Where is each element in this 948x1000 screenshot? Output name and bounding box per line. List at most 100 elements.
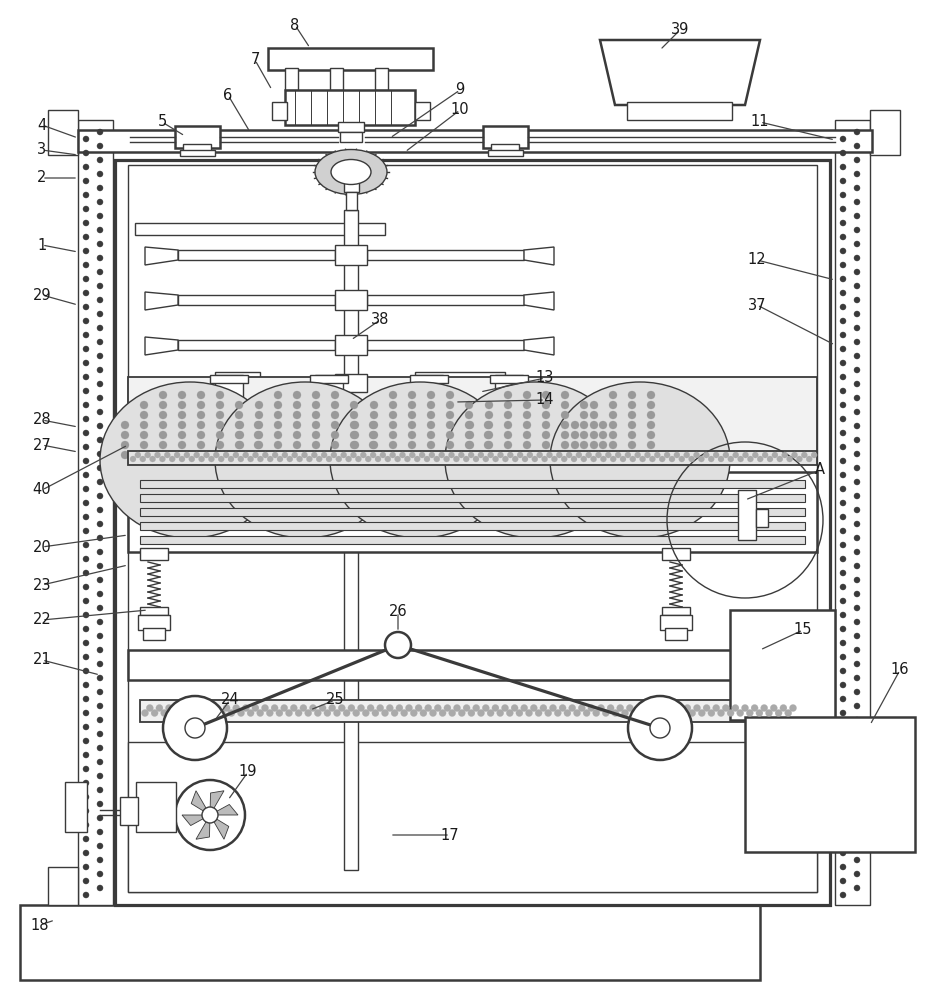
- Circle shape: [628, 441, 636, 449]
- Circle shape: [635, 452, 641, 458]
- Circle shape: [628, 401, 636, 409]
- Bar: [215, 372, 260, 380]
- Circle shape: [556, 452, 562, 458]
- Circle shape: [854, 269, 860, 275]
- Circle shape: [628, 411, 636, 419]
- Circle shape: [97, 507, 103, 513]
- Text: 1: 1: [37, 237, 46, 252]
- Bar: [410, 375, 448, 383]
- Circle shape: [392, 710, 398, 716]
- Bar: [115, 160, 830, 905]
- Circle shape: [97, 745, 103, 751]
- Bar: [180, 150, 215, 156]
- Circle shape: [694, 452, 700, 458]
- Circle shape: [351, 421, 359, 429]
- Circle shape: [840, 304, 846, 310]
- Circle shape: [776, 456, 783, 462]
- Circle shape: [331, 391, 339, 399]
- Circle shape: [609, 411, 617, 419]
- Circle shape: [83, 724, 89, 730]
- Circle shape: [179, 456, 185, 462]
- Circle shape: [840, 150, 846, 156]
- Circle shape: [293, 411, 301, 419]
- Circle shape: [840, 276, 846, 282]
- Circle shape: [83, 626, 89, 632]
- Circle shape: [140, 411, 148, 419]
- Text: A: A: [815, 462, 825, 478]
- Circle shape: [840, 164, 846, 170]
- Circle shape: [485, 431, 493, 439]
- Polygon shape: [196, 815, 210, 839]
- Circle shape: [854, 311, 860, 317]
- Circle shape: [427, 401, 435, 409]
- Circle shape: [669, 456, 675, 462]
- Circle shape: [199, 710, 206, 716]
- Circle shape: [854, 829, 860, 835]
- Circle shape: [97, 773, 103, 779]
- Circle shape: [446, 411, 454, 419]
- Bar: [140, 480, 805, 488]
- Bar: [310, 375, 348, 383]
- Circle shape: [465, 411, 473, 419]
- Circle shape: [277, 456, 283, 462]
- Circle shape: [271, 704, 278, 712]
- Circle shape: [564, 710, 571, 716]
- Circle shape: [542, 391, 550, 399]
- Circle shape: [121, 431, 129, 439]
- Circle shape: [854, 871, 860, 877]
- Bar: [140, 522, 805, 530]
- Text: 28: 28: [32, 412, 51, 428]
- Circle shape: [285, 710, 293, 716]
- Circle shape: [97, 311, 103, 317]
- Circle shape: [255, 451, 263, 459]
- Circle shape: [854, 129, 860, 135]
- Circle shape: [854, 815, 860, 821]
- Circle shape: [792, 452, 797, 458]
- Circle shape: [83, 682, 89, 688]
- Circle shape: [574, 710, 580, 716]
- Circle shape: [281, 704, 287, 712]
- Circle shape: [641, 710, 647, 716]
- Circle shape: [159, 421, 167, 429]
- Circle shape: [542, 411, 550, 419]
- Circle shape: [370, 452, 376, 458]
- Circle shape: [97, 787, 103, 793]
- Circle shape: [247, 710, 254, 716]
- Circle shape: [254, 441, 262, 449]
- Circle shape: [840, 486, 846, 492]
- Circle shape: [97, 731, 103, 737]
- Circle shape: [331, 451, 339, 459]
- Circle shape: [523, 421, 531, 429]
- Circle shape: [97, 493, 103, 499]
- Circle shape: [561, 401, 569, 409]
- Bar: [665, 628, 687, 640]
- Circle shape: [97, 269, 103, 275]
- Circle shape: [439, 710, 447, 716]
- Circle shape: [243, 704, 249, 712]
- Bar: [178, 295, 335, 305]
- Circle shape: [732, 704, 738, 712]
- Circle shape: [854, 465, 860, 471]
- Circle shape: [645, 452, 650, 458]
- Circle shape: [304, 710, 312, 716]
- Circle shape: [597, 704, 605, 712]
- Circle shape: [708, 456, 714, 462]
- Circle shape: [178, 421, 186, 429]
- Circle shape: [369, 421, 377, 429]
- Circle shape: [571, 421, 579, 429]
- Circle shape: [465, 451, 473, 459]
- Circle shape: [365, 456, 372, 462]
- Circle shape: [840, 332, 846, 338]
- Circle shape: [97, 241, 103, 247]
- Circle shape: [542, 451, 550, 459]
- Circle shape: [97, 815, 103, 821]
- Ellipse shape: [331, 159, 371, 184]
- Circle shape: [840, 850, 846, 856]
- Circle shape: [840, 822, 846, 828]
- Bar: [20, 905, 760, 980]
- Circle shape: [606, 452, 611, 458]
- Circle shape: [216, 421, 224, 429]
- Bar: [135, 223, 385, 235]
- Text: 17: 17: [441, 828, 460, 842]
- Circle shape: [97, 437, 103, 443]
